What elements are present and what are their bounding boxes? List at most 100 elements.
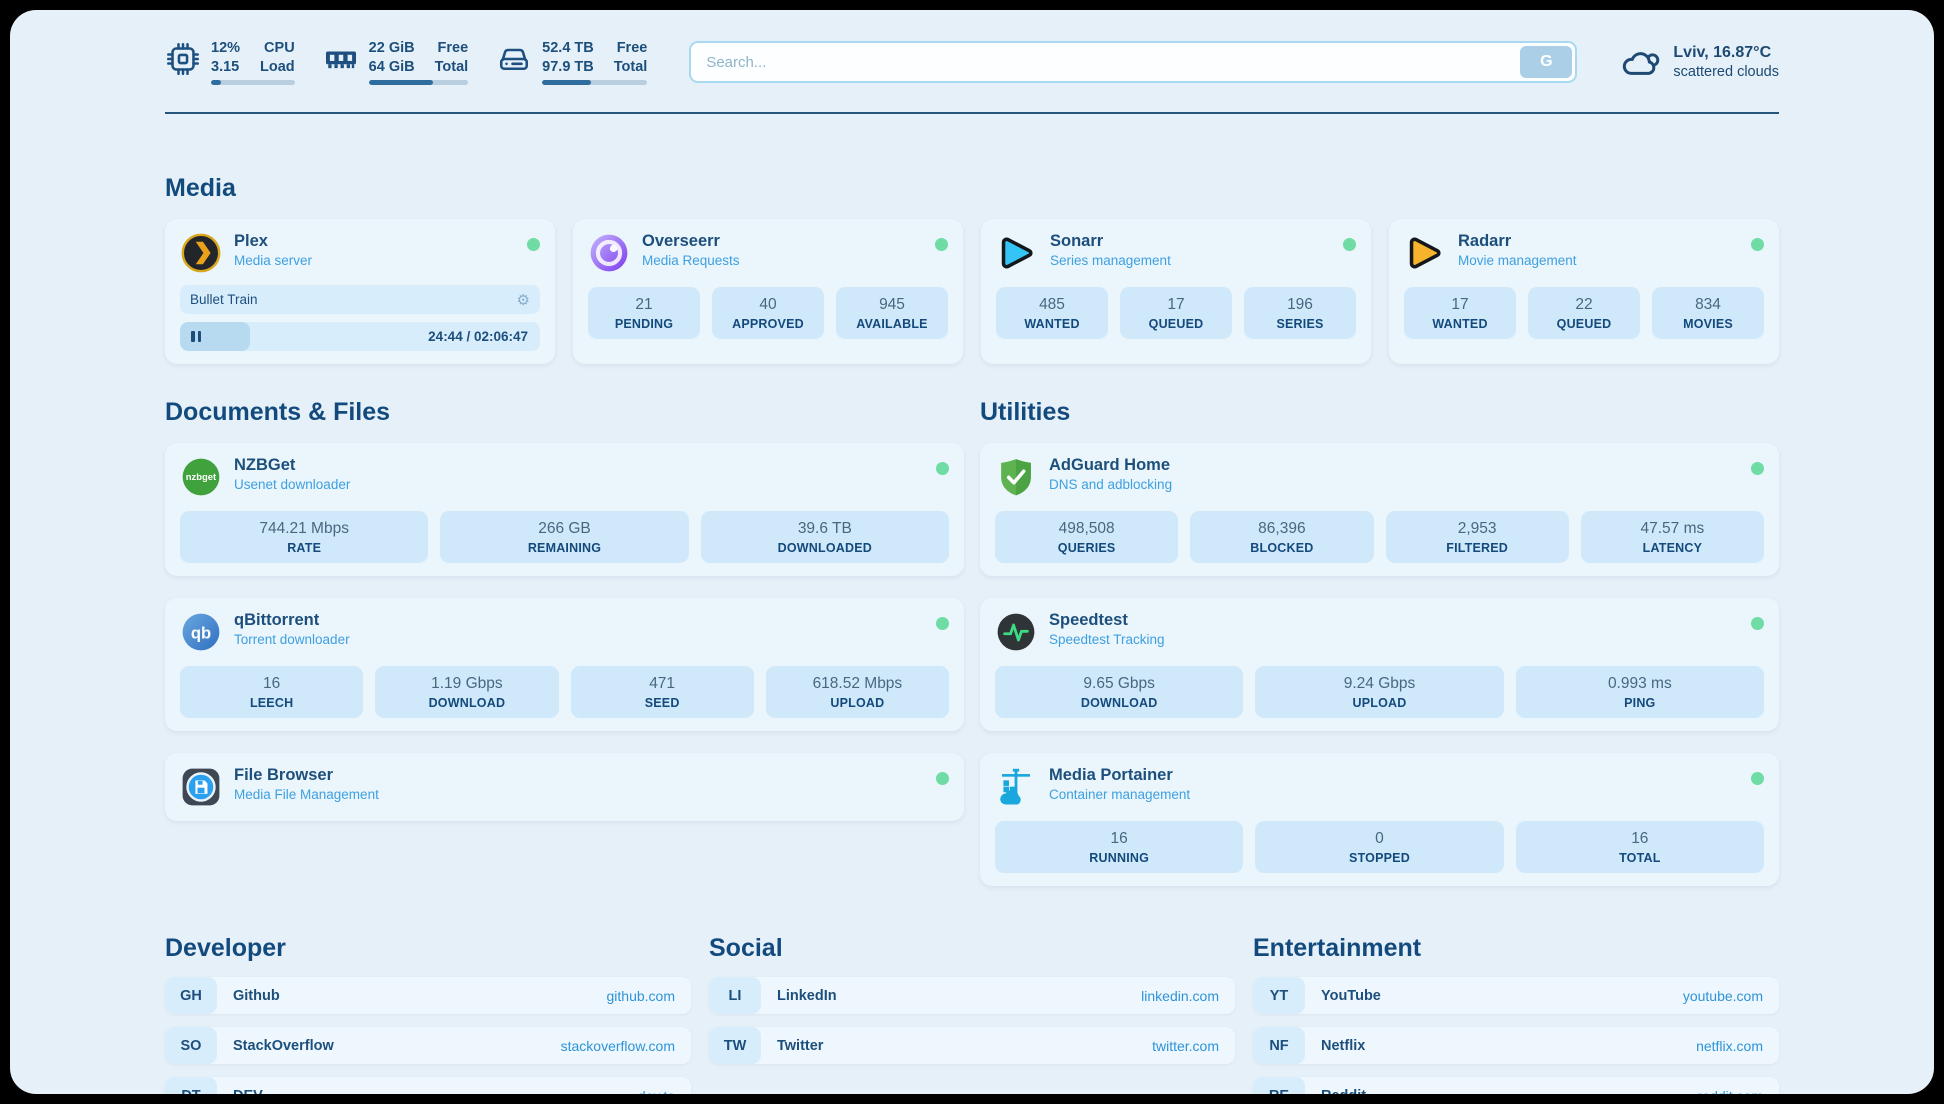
stat-value: 945 <box>879 296 905 313</box>
link-row-linkedin[interactable]: LI LinkedIn linkedin.com <box>709 977 1235 1014</box>
stat-box: 22 QUEUED <box>1528 287 1640 339</box>
now-playing-progress-row[interactable]: 24:44 / 02:06:47 <box>180 322 540 351</box>
service-card-qbittorrent[interactable]: qb qBittorrent Torrent downloader 16 LEE… <box>165 598 964 731</box>
stat-box: 47.57 ms LATENCY <box>1580 511 1764 563</box>
stat-value: 17 <box>1167 296 1185 313</box>
link-url[interactable]: dev.to <box>638 1077 691 1095</box>
service-name[interactable]: AdGuard Home <box>1049 456 1171 474</box>
service-name[interactable]: Radarr <box>1458 232 1512 250</box>
service-name[interactable]: qBittorrent <box>234 611 320 629</box>
service-card-radarr[interactable]: Radarr Movie management 17 WANTED 22 QUE… <box>1389 219 1779 364</box>
link-name[interactable]: Github <box>233 987 280 1004</box>
link-name[interactable]: Reddit <box>1305 1077 1366 1095</box>
service-card-sonarr[interactable]: Sonarr Series management 485 WANTED 17 Q… <box>981 219 1371 364</box>
media-grid: Plex Media server Bullet Train ⚙ 24:44 /… <box>165 219 1779 364</box>
link-url[interactable]: reddit.com <box>1698 1077 1779 1095</box>
service-card-nzbget[interactable]: nzbget NZBGet Usenet downloader 744.21 M… <box>165 443 964 576</box>
github-badge: GH <box>165 977 217 1014</box>
ram-total-label: Total <box>434 58 469 75</box>
link-row-reddit[interactable]: RE Reddit reddit.com <box>1253 1077 1779 1094</box>
stat-box: 471 SEED <box>570 666 754 718</box>
stackoverflow-badge: SO <box>165 1027 217 1064</box>
service-name[interactable]: Sonarr <box>1050 232 1104 250</box>
gear-icon[interactable]: ⚙ <box>516 291 530 309</box>
link-name[interactable]: StackOverflow <box>233 1037 334 1054</box>
stat-label: LATENCY <box>1642 541 1703 555</box>
stat-value: 16 <box>263 675 281 692</box>
status-dot <box>1751 617 1764 630</box>
pause-icon[interactable] <box>191 331 201 342</box>
weather-widget: Lviv, 16.87°C scattered clouds <box>1619 41 1779 83</box>
link-name[interactable]: LinkedIn <box>777 987 837 1004</box>
link-name[interactable]: Netflix <box>1321 1037 1366 1054</box>
link-row-stackoverflow[interactable]: SO StackOverflow stackoverflow.com <box>165 1027 691 1064</box>
service-name[interactable]: File Browser <box>234 766 334 784</box>
stat-value: 834 <box>1695 296 1721 313</box>
link-row-netflix[interactable]: NF Netflix netflix.com <box>1253 1027 1779 1064</box>
stat-box: 744.21 Mbps RATE <box>180 511 429 563</box>
overseerr-icon <box>588 232 630 274</box>
link-row-github[interactable]: GH Github github.com <box>165 977 691 1014</box>
speedtest-icon <box>995 611 1037 653</box>
service-name[interactable]: NZBGet <box>234 456 296 474</box>
link-url[interactable]: netflix.com <box>1696 1037 1763 1054</box>
dashboard-panel: 12% CPU 3.15 Load <box>10 10 1934 1094</box>
link-row-youtube[interactable]: YT YouTube youtube.com <box>1253 977 1779 1014</box>
service-card-speedtest[interactable]: Speedtest Speedtest Tracking 9.65 Gbps D… <box>980 598 1779 731</box>
search-input[interactable] <box>694 53 1521 71</box>
link-url[interactable]: twitter.com <box>1152 1037 1219 1054</box>
stat-value: 2,953 <box>1457 520 1497 537</box>
stat-box: 266 GB REMAINING <box>440 511 689 563</box>
svg-text:qb: qb <box>191 623 211 642</box>
nzbget-icon: nzbget <box>180 456 222 498</box>
social-section: Social LI LinkedIn linkedin.com TW Twitt… <box>709 934 1235 1094</box>
cpu-progress-fill <box>211 80 222 86</box>
stat-value: 196 <box>1287 296 1313 313</box>
service-card-plex[interactable]: Plex Media server Bullet Train ⚙ 24:44 /… <box>165 219 555 364</box>
linkedin-badge: LI <box>709 977 761 1014</box>
progress-segment <box>180 322 251 351</box>
stat-label: RUNNING <box>1089 851 1150 865</box>
stat-label: QUEUED <box>1148 317 1204 331</box>
stat-value: 266 GB <box>538 520 591 537</box>
now-playing-time: 24:44 / 02:06:47 <box>428 329 528 344</box>
stat-label: AVAILABLE <box>856 317 928 331</box>
service-name[interactable]: Overseerr <box>642 232 720 250</box>
stat-box: 9.65 Gbps DOWNLOAD <box>995 666 1244 718</box>
service-card-portainer[interactable]: Media Portainer Container management 16 … <box>980 753 1779 886</box>
ram-icon <box>323 41 359 77</box>
status-dot <box>936 462 949 475</box>
status-dot <box>527 238 540 251</box>
search-engine-button[interactable]: G <box>1520 46 1573 78</box>
stat-label: QUERIES <box>1057 541 1116 555</box>
service-card-overseerr[interactable]: Overseerr Media Requests 21 PENDING 40 A… <box>573 219 963 364</box>
service-subtitle: Torrent downloader <box>234 632 350 647</box>
cpu-load-value: 3.15 <box>211 58 240 75</box>
link-name[interactable]: Twitter <box>777 1037 824 1054</box>
stat-box: 945 AVAILABLE <box>836 287 948 339</box>
stat-label: PING <box>1624 696 1656 710</box>
link-url[interactable]: github.com <box>606 987 675 1004</box>
link-row-twitter[interactable]: TW Twitter twitter.com <box>709 1027 1235 1064</box>
link-url[interactable]: linkedin.com <box>1141 987 1219 1004</box>
link-name[interactable]: DEV <box>217 1077 263 1095</box>
service-card-adguard[interactable]: AdGuard Home DNS and adblocking 498,508 … <box>980 443 1779 576</box>
service-card-filebrowser[interactable]: File Browser Media File Management <box>165 753 964 821</box>
link-row-dev[interactable]: DT DEV dev.to <box>165 1077 691 1094</box>
service-subtitle: Media File Management <box>234 787 379 802</box>
disk-total-value: 97.9 TB <box>542 58 594 75</box>
stat-value: 40 <box>759 296 777 313</box>
link-url[interactable]: youtube.com <box>1682 987 1763 1004</box>
service-name[interactable]: Plex <box>234 232 268 250</box>
link-url[interactable]: stackoverflow.com <box>560 1037 675 1054</box>
section-title-social: Social <box>709 934 783 962</box>
stat-label: STOPPED <box>1349 851 1410 865</box>
link-name[interactable]: YouTube <box>1321 987 1381 1004</box>
service-name[interactable]: Speedtest <box>1049 611 1128 629</box>
stat-value: 16 <box>1631 830 1649 847</box>
section-title-entertainment: Entertainment <box>1253 934 1422 962</box>
cpu-progress-track <box>211 80 295 86</box>
stat-label: DOWNLOAD <box>428 696 506 710</box>
stat-box: 21 PENDING <box>588 287 700 339</box>
service-name[interactable]: Media Portainer <box>1049 766 1173 784</box>
